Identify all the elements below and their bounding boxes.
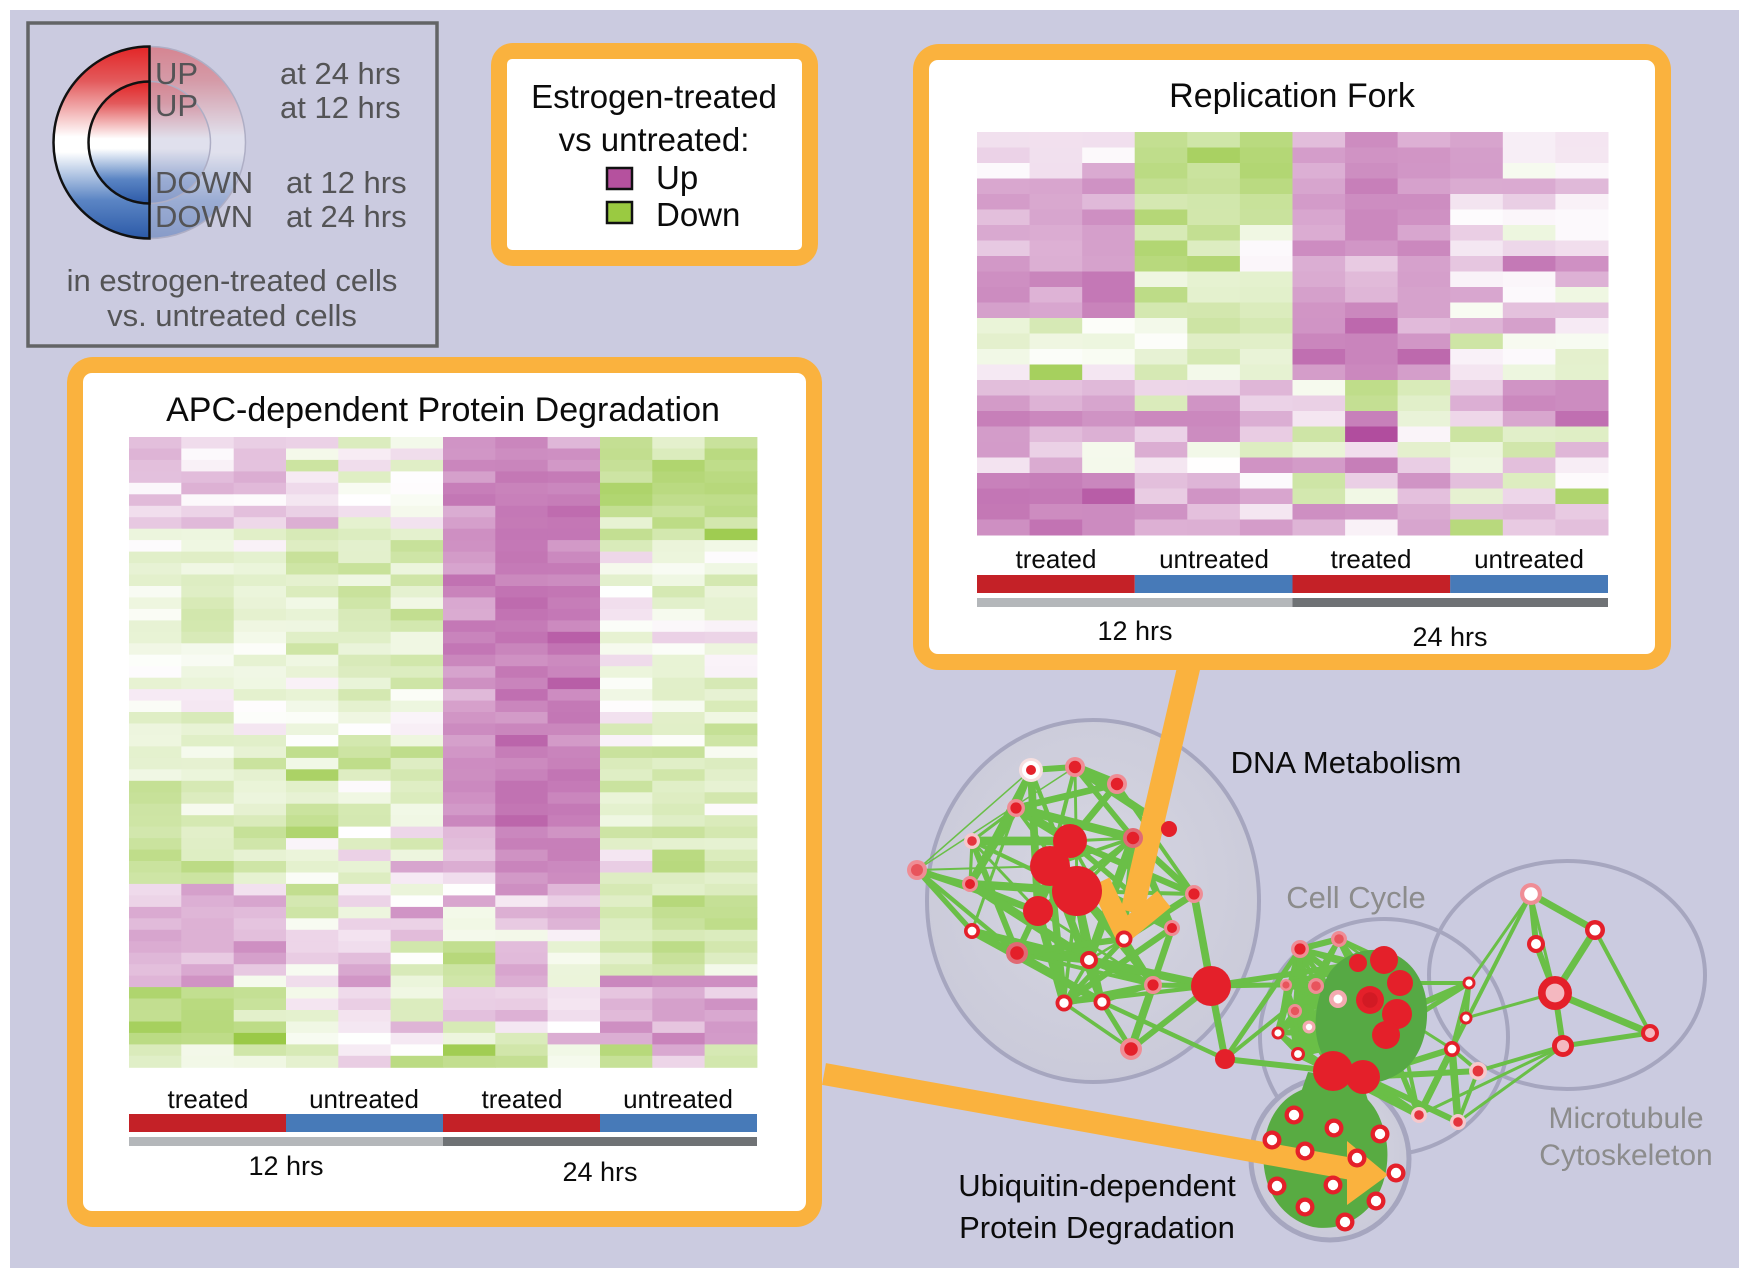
- svg-text:DOWN: DOWN: [155, 199, 253, 234]
- svg-text:Protein Degradation: Protein Degradation: [959, 1210, 1235, 1245]
- svg-text:Cytoskeleton: Cytoskeleton: [1539, 1139, 1712, 1172]
- svg-text:untreated: untreated: [1159, 544, 1269, 574]
- svg-text:at 24 hrs: at 24 hrs: [286, 199, 407, 234]
- svg-text:UP: UP: [155, 56, 198, 91]
- svg-text:vs. untreated cells: vs. untreated cells: [107, 298, 357, 333]
- svg-text:untreated: untreated: [1474, 544, 1584, 574]
- svg-text:APC-dependent Protein Degradat: APC-dependent Protein Degradation: [166, 391, 720, 429]
- svg-text:Down: Down: [656, 196, 740, 233]
- svg-text:DNA Metabolism: DNA Metabolism: [1231, 745, 1462, 780]
- svg-text:DOWN: DOWN: [155, 165, 253, 200]
- svg-text:at 24 hrs: at 24 hrs: [280, 56, 401, 91]
- svg-text:Up: Up: [656, 159, 698, 196]
- svg-text:Microtubule: Microtubule: [1548, 1102, 1703, 1135]
- svg-text:12 hrs: 12 hrs: [248, 1151, 323, 1181]
- svg-text:UP: UP: [155, 88, 198, 123]
- svg-text:Cell Cycle: Cell Cycle: [1286, 880, 1426, 915]
- svg-text:in estrogen-treated cells: in estrogen-treated cells: [67, 263, 398, 298]
- svg-text:12 hrs: 12 hrs: [1097, 616, 1172, 646]
- svg-text:untreated: untreated: [623, 1084, 733, 1114]
- svg-text:at 12 hrs: at 12 hrs: [286, 165, 407, 200]
- svg-text:treated: treated: [1331, 544, 1412, 574]
- svg-text:untreated: untreated: [309, 1084, 419, 1114]
- svg-text:treated: treated: [168, 1084, 249, 1114]
- svg-text:Replication Fork: Replication Fork: [1169, 77, 1416, 115]
- svg-text:Ubiquitin-dependent: Ubiquitin-dependent: [958, 1168, 1236, 1203]
- svg-text:vs untreated:: vs untreated:: [559, 121, 750, 158]
- svg-text:Estrogen-treated: Estrogen-treated: [531, 78, 777, 115]
- svg-text:24 hrs: 24 hrs: [562, 1157, 637, 1187]
- svg-text:treated: treated: [1016, 544, 1097, 574]
- svg-text:at 12 hrs: at 12 hrs: [280, 90, 401, 125]
- svg-text:24 hrs: 24 hrs: [1412, 622, 1487, 652]
- svg-text:treated: treated: [482, 1084, 563, 1114]
